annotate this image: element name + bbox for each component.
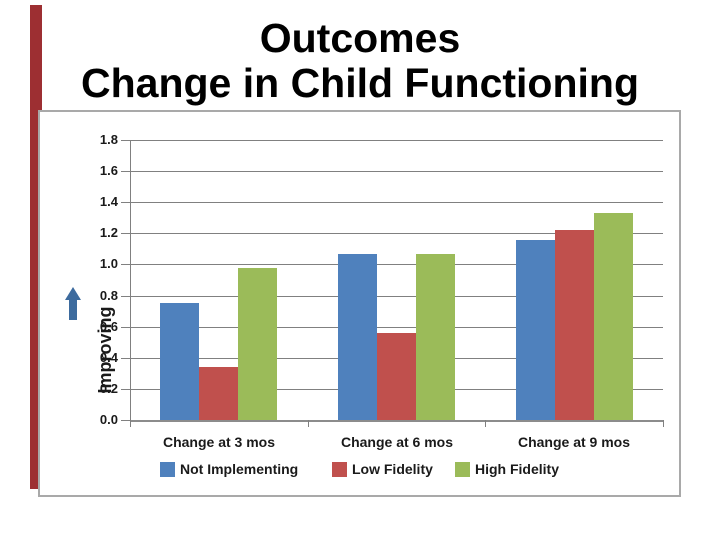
gridline xyxy=(130,264,663,265)
bar-not-implementing xyxy=(160,303,199,420)
bar-high-fidelity xyxy=(594,213,633,420)
legend-label: Low Fidelity xyxy=(352,461,433,477)
y-tick-label: 1.2 xyxy=(99,225,118,240)
y-tick xyxy=(121,296,130,297)
bar-low-fidelity xyxy=(199,367,238,420)
y-tick-label: 1.4 xyxy=(99,194,118,209)
category-label: Change at 9 mos xyxy=(517,434,631,450)
y-tick-label: 0.2 xyxy=(99,381,118,396)
y-tick xyxy=(121,420,130,421)
gridline xyxy=(130,327,663,328)
y-tick xyxy=(121,202,130,203)
y-axis-line xyxy=(130,140,131,427)
y-tick xyxy=(121,389,130,390)
y-tick-label: 0.4 xyxy=(99,350,118,365)
y-tick-label: 0.8 xyxy=(99,288,118,303)
bar-low-fidelity xyxy=(377,333,416,420)
gridline xyxy=(130,420,663,422)
legend-label: High Fidelity xyxy=(475,461,559,477)
slide-title-line2: Change in Child Functioning xyxy=(81,60,639,106)
gridline xyxy=(130,233,663,234)
slide-title-line1: Outcomes xyxy=(259,15,461,61)
bar-not-implementing xyxy=(338,254,377,420)
bar-high-fidelity xyxy=(238,268,277,420)
legend-swatch-red xyxy=(332,462,347,477)
gridline xyxy=(130,171,663,172)
y-tick xyxy=(121,358,130,359)
y-tick-label: 1.0 xyxy=(99,256,118,271)
y-tick xyxy=(121,264,130,265)
x-tick xyxy=(308,420,309,427)
bar-low-fidelity xyxy=(555,230,594,420)
y-tick-label: 0.6 xyxy=(99,319,118,334)
legend-swatch-green xyxy=(455,462,470,477)
x-tick xyxy=(485,420,486,427)
y-tick-label: 0.0 xyxy=(99,412,118,427)
y-tick xyxy=(121,140,130,141)
bar-not-implementing xyxy=(516,240,555,420)
legend-label: Not Implementing xyxy=(180,461,299,477)
y-tick xyxy=(121,233,130,234)
improving-arrow-shaft xyxy=(69,299,77,320)
category-label: Change at 6 mos xyxy=(340,434,454,450)
y-tick xyxy=(121,171,130,172)
improving-arrow-icon xyxy=(65,287,81,300)
y-tick-label: 1.6 xyxy=(99,163,118,178)
gridline xyxy=(130,296,663,297)
y-tick-label: 1.8 xyxy=(99,132,118,147)
y-axis-label: Improving xyxy=(95,306,115,394)
bar-high-fidelity xyxy=(416,254,455,420)
x-tick xyxy=(130,420,131,427)
y-tick xyxy=(121,327,130,328)
gridline xyxy=(130,202,663,203)
legend-swatch-blue xyxy=(160,462,175,477)
category-label: Change at 3 mos xyxy=(162,434,276,450)
gridline xyxy=(130,140,663,141)
x-tick xyxy=(663,420,664,427)
